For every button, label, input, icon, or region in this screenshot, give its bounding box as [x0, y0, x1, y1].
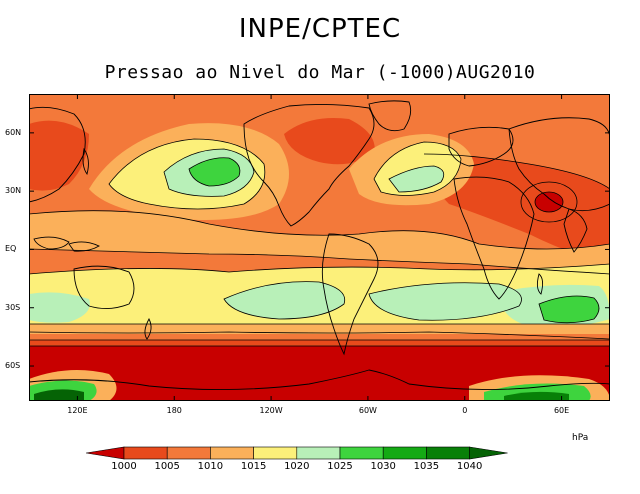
coastlines	[29, 100, 610, 391]
high-sindian-1025	[539, 296, 599, 323]
legend-label: 1000	[111, 461, 137, 472]
lat-label: 60S	[5, 361, 21, 371]
pressure-map	[29, 94, 610, 401]
high-spacific-1020	[224, 281, 345, 319]
legend-label: 1040	[456, 461, 483, 472]
low-asia	[424, 154, 610, 264]
lon-label: 180	[166, 406, 182, 415]
antarctic-high-west-3	[34, 389, 84, 401]
legend-swatch	[296, 446, 341, 460]
legend-label: 1025	[327, 461, 353, 472]
color-legend	[86, 446, 508, 460]
legend-swatch	[339, 446, 384, 460]
band-1005-south	[29, 334, 610, 342]
map-frame	[29, 94, 610, 401]
band-1000-south	[29, 340, 610, 346]
legend-swatch	[86, 446, 125, 460]
lat-label: EQ	[5, 244, 17, 254]
chart-title: INPE/CPTEC	[238, 14, 402, 44]
legend-swatch	[469, 446, 508, 460]
low-arabia-core	[535, 192, 563, 212]
low-northamerica	[284, 118, 375, 165]
band-1010-tropics	[29, 210, 610, 274]
legend-label: 1035	[413, 461, 440, 472]
legend-swatch	[382, 446, 427, 460]
legend-label: 1010	[197, 461, 224, 472]
lon-label: 60E	[553, 406, 570, 415]
contour-lines	[29, 138, 610, 347]
map-canvas	[29, 94, 610, 401]
tick-marks	[29, 94, 610, 401]
legend-label: 1015	[240, 461, 267, 472]
legend-swatch	[210, 446, 254, 460]
legend-swatch	[426, 446, 470, 460]
legend-label: 1020	[284, 461, 310, 472]
lon-label: 0	[462, 406, 468, 415]
antarctic-high-east-3	[504, 391, 569, 401]
lon-label: 120W	[259, 406, 283, 415]
lat-label: 60N	[5, 127, 22, 137]
lat-label: 30N	[5, 186, 22, 196]
lon-label: 120E	[67, 406, 88, 415]
legend-label: 1005	[154, 461, 180, 472]
lat-label: 30S	[5, 302, 21, 312]
high-natlantic-1020	[389, 166, 444, 192]
lon-label: 60W	[358, 406, 377, 415]
high-australia-1020	[29, 292, 90, 323]
chart-subtitle: Pressao ao Nivel do Mar (-1000)AUG2010	[104, 62, 536, 83]
legend-swatch	[123, 446, 168, 460]
legend-swatch	[253, 446, 298, 460]
legend-swatch	[166, 446, 211, 460]
high-satlantic-1020	[369, 282, 522, 321]
legend-label: 1030	[370, 461, 396, 472]
units-label: hPa	[572, 433, 589, 443]
low-pacific-west	[29, 120, 89, 191]
high-npacific-1025	[189, 157, 240, 186]
